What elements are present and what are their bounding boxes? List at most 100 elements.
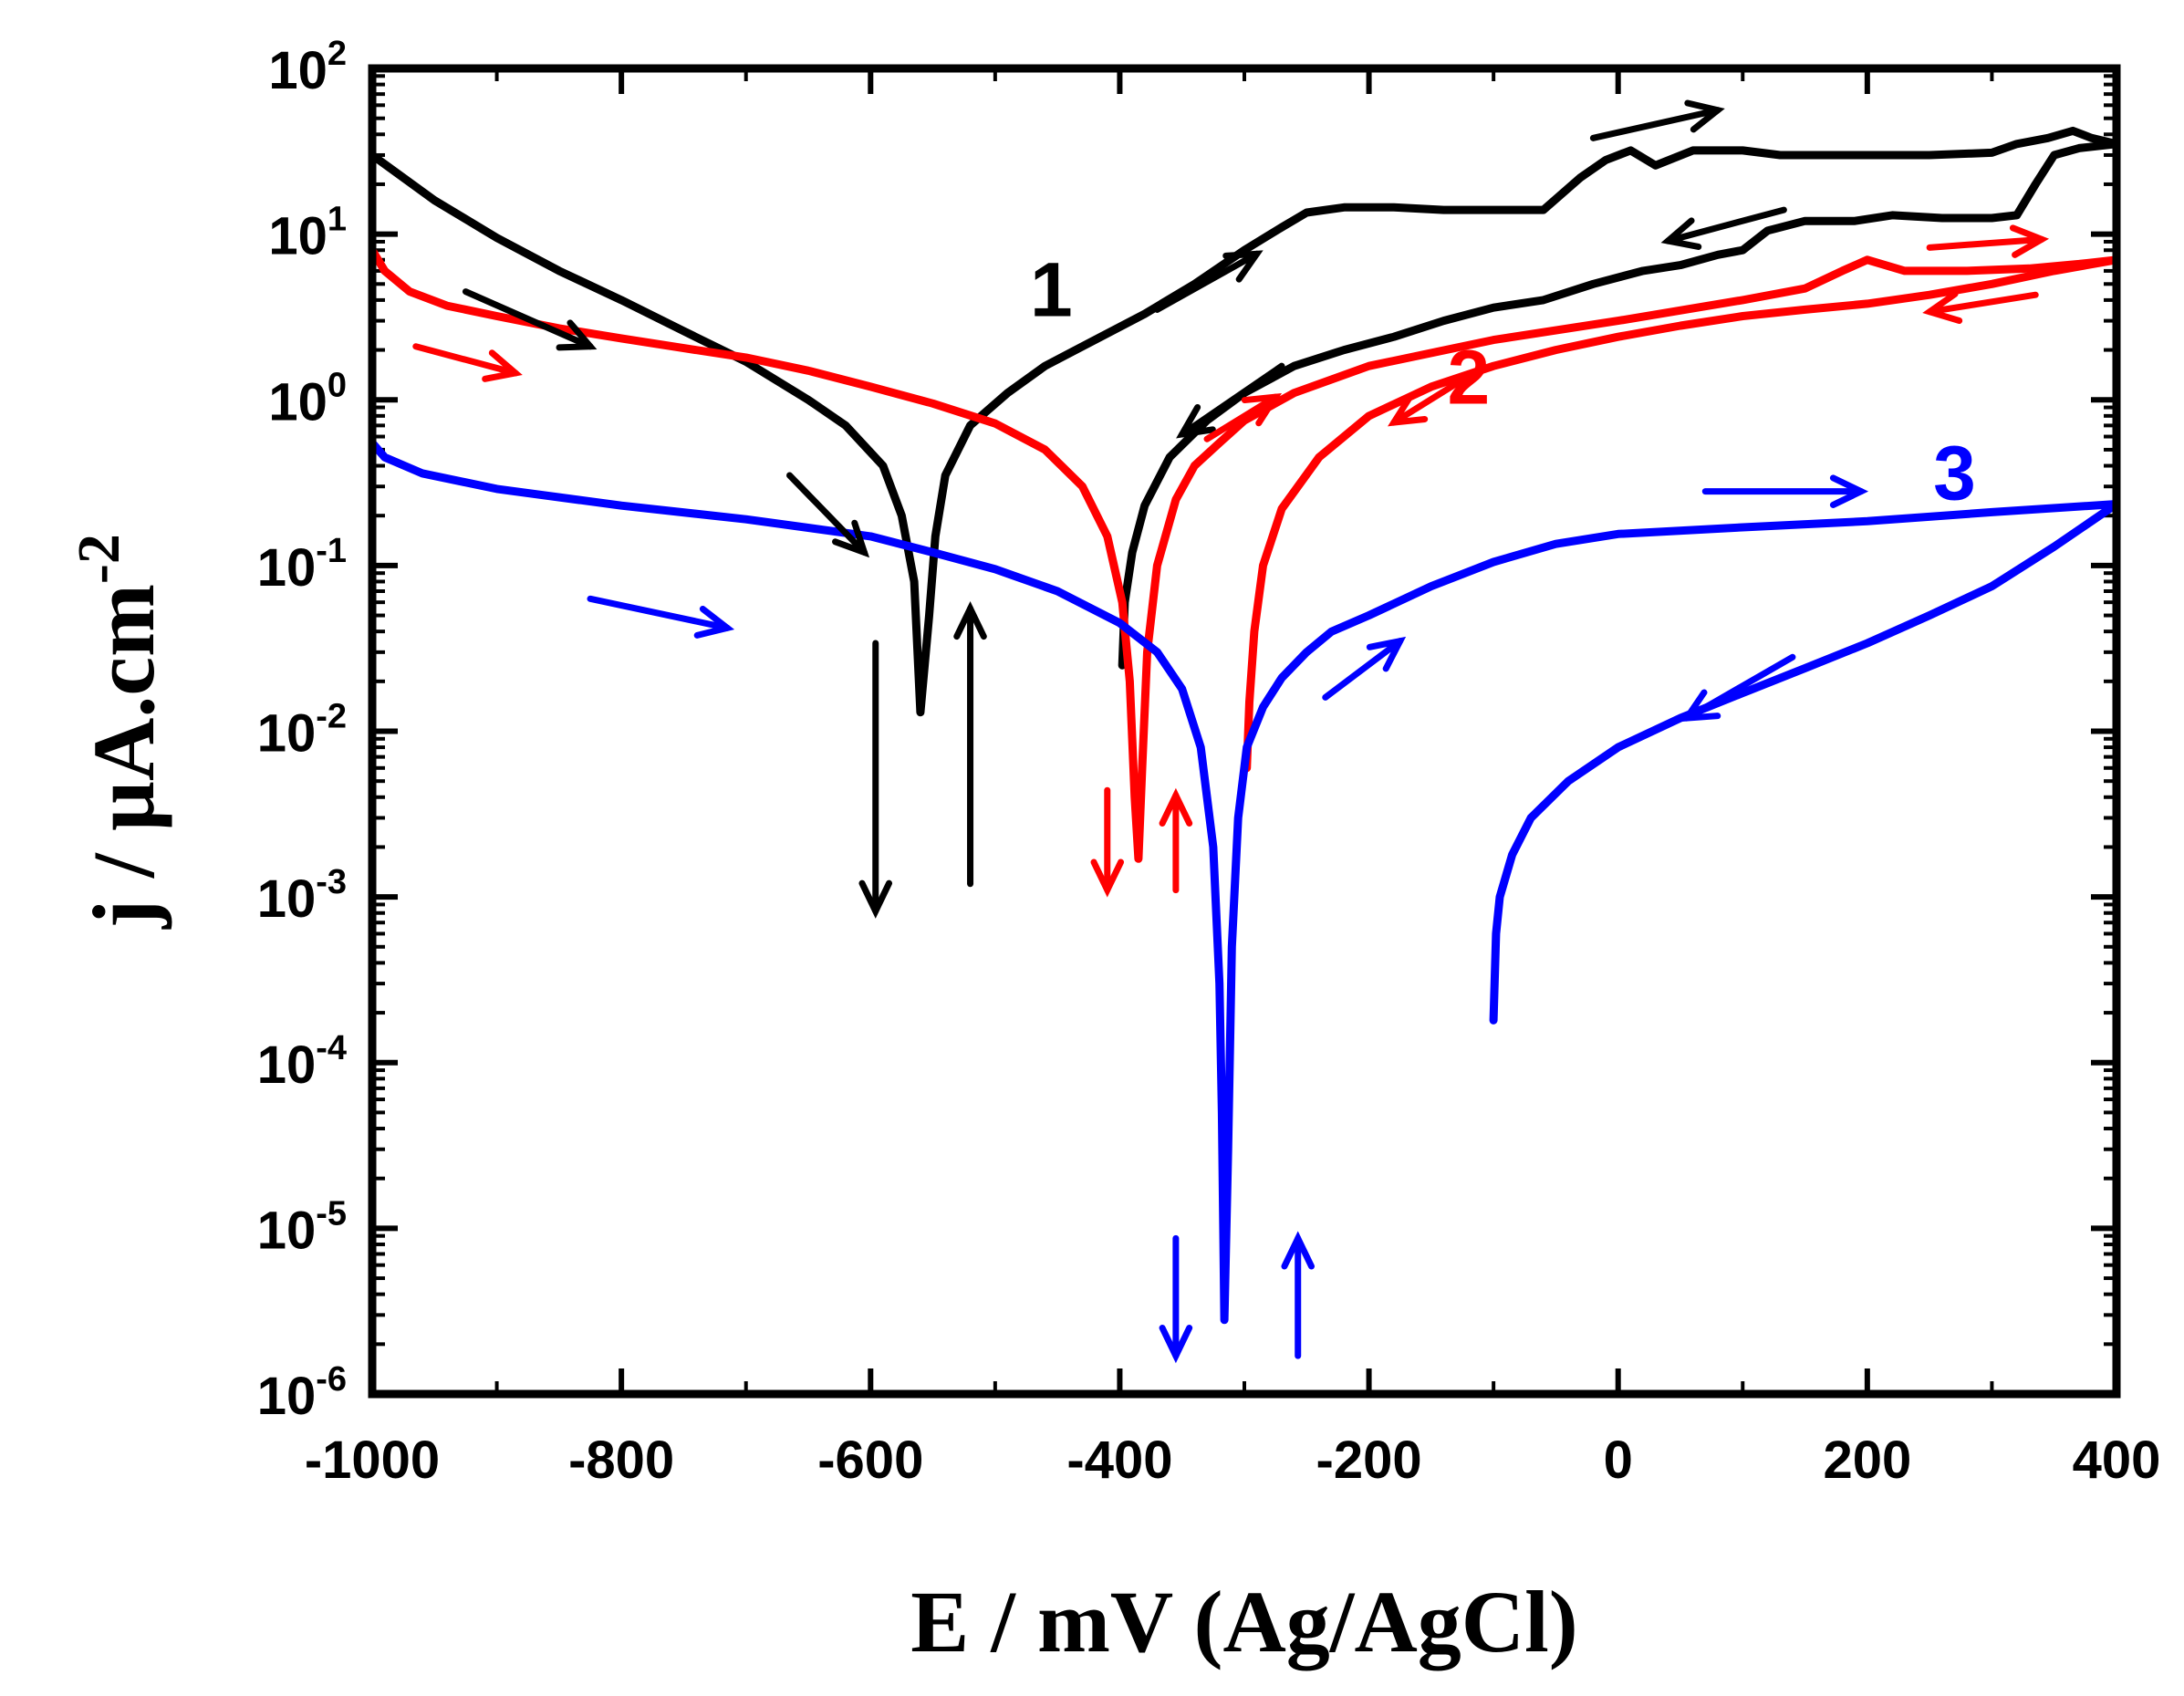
sweep-direction-arrow (953, 600, 987, 888)
y-tick-label: 10-5 (257, 1194, 347, 1260)
y-tick-exponent: -4 (316, 1029, 347, 1067)
y-tick-base: 10 (268, 41, 328, 100)
x-tick-label: 0 (1604, 1431, 1633, 1490)
y-tick-base: 10 (257, 538, 317, 598)
y-tick-label: 10-6 (257, 1360, 347, 1426)
arrow-head (1241, 392, 1283, 427)
sweep-direction-arrow (1322, 636, 1407, 701)
arrow-shaft (1390, 369, 1479, 426)
y-tick-label: 102 (268, 35, 347, 100)
arrow-head (858, 879, 893, 919)
arrow-shaft (1589, 107, 1721, 141)
arrow-head (832, 519, 870, 558)
sweep-direction-arrow (1701, 474, 1869, 508)
sweep-direction-arrow (1281, 1231, 1316, 1359)
y-tick-label: 10-2 (257, 698, 347, 764)
arrow-shaft (1179, 362, 1285, 438)
y-axis-title-sup: -2 (66, 534, 132, 584)
y-tick-label: 10-4 (257, 1029, 347, 1095)
arrow-head (1281, 1231, 1316, 1270)
x-tick-label: -400 (1066, 1431, 1172, 1490)
y-axis-title-main: j / µA.cm (75, 584, 172, 930)
curve-label-2: 2 (1447, 334, 1490, 420)
sweep-direction-arrow (786, 472, 870, 558)
y-tick-base: 10 (268, 207, 328, 266)
arrow-shaft (587, 595, 731, 631)
plot-frame (368, 64, 2121, 1399)
sweep-direction-arrow (1660, 206, 1787, 250)
series-3-forward-line (368, 438, 2121, 1325)
sweep-direction-arrow (1153, 250, 1264, 313)
arrow-shaft (1664, 206, 1787, 245)
y-tick-base: 10 (257, 869, 317, 929)
sweep-direction-arrow (858, 640, 893, 919)
x-axis-ticks: -1000 -800 -600 -400 -200 0 200 400 (305, 68, 2160, 1490)
arrow-head (1159, 1325, 1193, 1364)
y-tick-label: 10-3 (257, 863, 347, 929)
arrow-shaft (1683, 653, 1796, 722)
y-tick-exponent: -2 (316, 698, 347, 736)
arrow-head (1388, 392, 1429, 427)
arrow-shaft (1926, 291, 2039, 316)
y-tick-exponent: -1 (316, 532, 347, 570)
data-curves (368, 126, 2121, 1325)
sweep-direction-arrow (1388, 369, 1479, 427)
sweep-direction-arrow (412, 343, 523, 382)
curve-label-1: 1 (1030, 247, 1073, 333)
arrow-shaft (1203, 393, 1279, 442)
arrow-head (556, 319, 598, 351)
x-tick-label: 200 (1823, 1431, 1911, 1490)
sweep-direction-arrow (1090, 786, 1125, 898)
sweep-direction-arrow (1589, 99, 1725, 141)
x-tick-label: -200 (1316, 1431, 1422, 1490)
arrow-head (1660, 217, 1702, 250)
y-tick-label: 101 (268, 201, 347, 266)
sweep-direction-arrow (1203, 392, 1283, 442)
y-tick-base: 10 (257, 704, 317, 764)
sweep-direction-arrow (1176, 362, 1285, 439)
arrow-head (1680, 689, 1721, 723)
y-tick-exponent: -3 (316, 863, 347, 901)
arrow-head (1090, 858, 1125, 898)
sweep-direction-arrow (587, 595, 735, 639)
arrow-shaft (1322, 638, 1404, 701)
sweep-direction-arrow (1926, 224, 2050, 258)
arrow-shaft (1153, 250, 1261, 313)
arrow-shaft (786, 472, 868, 556)
arrow-head (1222, 250, 1264, 283)
arrow-head (2009, 224, 2050, 258)
sweep-direction-arrow (1159, 787, 1193, 894)
y-tick-base: 10 (268, 372, 328, 432)
x-tick-label: -800 (568, 1431, 674, 1490)
y-tick-base: 10 (257, 1201, 317, 1260)
y-tick-exponent: -5 (316, 1194, 347, 1233)
series-2-reverse-line (1243, 255, 2121, 773)
sweep-direction-arrow (462, 288, 598, 351)
sweep-direction-arrow (1922, 290, 2039, 324)
sweep-direction-arrow (1159, 1234, 1193, 1364)
x-axis-title: E / mV (Ag/AgCl) (910, 1573, 1578, 1670)
arrow-head (953, 600, 987, 640)
arrow-head (1176, 403, 1216, 439)
y-tick-exponent: 2 (328, 35, 347, 73)
y-tick-exponent: 1 (328, 201, 347, 239)
y-tick-exponent: 0 (328, 366, 347, 404)
arrow-shaft (1926, 235, 2045, 251)
arrow-head (1922, 290, 1963, 324)
curve-labels: 1 2 3 (1030, 247, 1976, 516)
series-1-forward-line (368, 126, 2121, 717)
x-tick-label: -1000 (305, 1431, 440, 1490)
x-tick-label: -600 (817, 1431, 923, 1490)
arrow-shaft (412, 343, 519, 377)
y-tick-label: 100 (268, 366, 347, 432)
arrow-head (1829, 474, 1869, 508)
y-tick-base: 10 (257, 1035, 317, 1095)
series-3-reverse-line (1489, 500, 2121, 1025)
y-axis-title: j / µA.cm-2 (66, 534, 172, 930)
arrow-head (1684, 99, 1725, 133)
curve-label-3: 3 (1933, 431, 1976, 516)
arrow-head (693, 605, 735, 639)
arrow-head (1366, 636, 1407, 672)
